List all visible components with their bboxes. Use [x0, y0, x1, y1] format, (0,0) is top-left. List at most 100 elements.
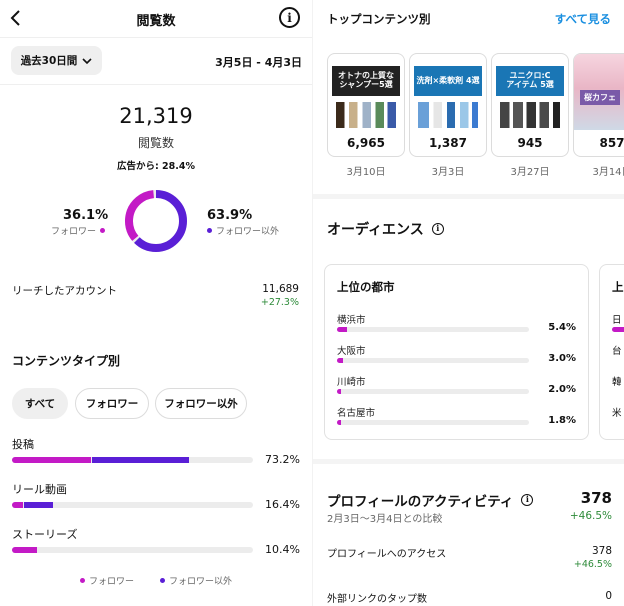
city-name: 大阪市 — [337, 346, 366, 357]
follower-dot — [100, 228, 106, 233]
country-bar — [612, 327, 624, 332]
info-icon: i — [287, 10, 292, 25]
total-views: 21,319 — [119, 104, 193, 128]
content-type-pct: 16.4% — [265, 498, 300, 511]
profile-row-value: 378 — [591, 545, 612, 557]
city-name: 名古屋市 — [337, 408, 376, 419]
city-pct: 5.4% — [548, 322, 576, 333]
reach-label: リーチしたアカウント — [12, 285, 117, 297]
city-name: 横浜市 — [337, 315, 366, 326]
filter-nonfollower[interactable]: フォロワー以外 — [155, 388, 247, 419]
thumb-banner: ユニクロ:C アイテム 5選 — [496, 66, 564, 96]
country-name: 日 — [612, 315, 622, 326]
back-button[interactable] — [6, 8, 26, 28]
nonfollower-dot — [207, 228, 212, 233]
city-name: 川崎市 — [337, 377, 366, 388]
thumb-date: 3月3日 — [431, 167, 465, 178]
follower-pct: 36.1% — [63, 208, 109, 223]
bar-segment-nonfollower — [92, 457, 190, 463]
views-panel: 閲覧数 i 過去30日間 3月5日 - 4月3日 21,319 閲覧数 広告から… — [0, 7, 312, 587]
profile-activity-value: 378 — [580, 489, 612, 507]
content-type-pct: 10.4% — [265, 543, 300, 556]
content-type-label: ストーリーズ — [12, 528, 78, 541]
section-divider — [313, 194, 624, 199]
divider — [0, 37, 312, 38]
divider — [0, 84, 312, 85]
thumb-product-image — [418, 102, 478, 128]
chevron-left-icon — [10, 10, 20, 26]
views-donut-chart — [125, 190, 187, 252]
info-icon[interactable]: i — [431, 223, 444, 235]
info-button[interactable]: i — [279, 7, 300, 28]
profile-compare-label: 2月3日～3月4日との比較 — [327, 514, 443, 525]
city-bar-fill — [337, 420, 341, 425]
city-pct: 2.0% — [548, 384, 576, 395]
thumb-count: 1,387 — [429, 136, 467, 150]
city-pct: 1.8% — [548, 415, 576, 426]
city-bar — [337, 420, 529, 425]
profile-row-value: 0 — [605, 590, 612, 602]
insights-panel: トップコンテンツ別 すべて見る オトナの上質な シャンプー5選 6,965 3月… — [312, 0, 624, 606]
profile-activity-change: +46.5% — [569, 510, 612, 522]
content-type-legend: フォロワー フォロワー以外 — [0, 574, 312, 587]
thumb-date: 3月10日 — [346, 167, 386, 178]
audience-title: オーディエンス i — [327, 219, 444, 239]
city-bar — [337, 389, 529, 394]
thumb-product-image — [336, 102, 396, 128]
legend-follower: フォロワー — [79, 574, 134, 587]
thumb-date: 3月14日 — [592, 167, 624, 178]
top-content-thumb-4[interactable]: 桜カフェ 857 — [573, 53, 624, 157]
section-divider — [313, 459, 624, 464]
period-selector-label: 過去30日間 — [20, 55, 78, 67]
city-pct: 3.0% — [548, 353, 576, 364]
top-cities-card: 上位の都市 横浜市 5.4% 大阪市 3.0% 川崎市 2.0% 名古屋市 1.8% — [324, 264, 589, 440]
top-countries-card: 上 日 台 韓 米 — [599, 264, 624, 440]
profile-activity-title: プロフィールのアクティビティ i — [327, 490, 534, 510]
thumb-count: 6,965 — [347, 136, 385, 150]
city-bar — [337, 358, 529, 363]
filter-follower[interactable]: フォロワー — [75, 388, 149, 419]
info-icon[interactable]: i — [521, 494, 534, 506]
thumb-count: 945 — [517, 136, 543, 150]
chevron-down-icon — [82, 57, 92, 64]
thumb-banner: 桜カフェ — [580, 90, 620, 105]
bar-segment-nonfollower — [23, 502, 53, 508]
city-bar — [337, 327, 529, 332]
city-bar-fill — [337, 327, 348, 332]
bar-segment-follower — [12, 457, 92, 463]
content-type-pct: 73.2% — [265, 453, 300, 466]
city-bar-fill — [337, 389, 341, 394]
profile-row-change: +46.5% — [573, 559, 612, 570]
ads-share: 広告から: 28.4% — [116, 161, 196, 172]
top-content-thumb-1[interactable]: オトナの上質な シャンプー5選 6,965 — [327, 53, 405, 157]
profile-row-label: プロフィールへのアクセス — [327, 549, 447, 560]
content-type-bar — [12, 502, 253, 508]
thumb-product-image — [500, 102, 560, 128]
filter-all[interactable]: すべて — [12, 388, 68, 419]
content-type-bar — [12, 547, 253, 553]
see-all-link[interactable]: すべて見る — [554, 12, 611, 26]
nonfollower-dot — [160, 578, 165, 583]
page-title: 閲覧数 — [136, 14, 176, 29]
thumb-banner: 洗剤×柔軟剤 4選 — [414, 66, 482, 96]
country-name: 台 — [612, 346, 622, 357]
content-type-title: コンテンツタイプ別 — [12, 354, 121, 368]
content-type-label: 投稿 — [12, 438, 34, 451]
donut-segment-follower — [125, 190, 187, 252]
period-selector[interactable]: 過去30日間 — [11, 46, 102, 75]
top-content-thumb-2[interactable]: 洗剤×柔軟剤 4選 1,387 — [409, 53, 487, 157]
top-content-thumb-3[interactable]: ユニクロ:C アイテム 5選 945 — [491, 53, 569, 157]
country-name: 韓 — [612, 377, 622, 388]
top-countries-title: 上 — [612, 280, 624, 294]
legend-nonfollower: フォロワー以外 — [160, 574, 232, 587]
country-name: 米 — [612, 408, 622, 419]
nonfollower-pct: 63.9% — [207, 208, 253, 223]
nonfollower-legend: フォロワー以外 — [207, 224, 279, 237]
follower-dot — [79, 578, 85, 583]
date-range: 3月5日 - 4月3日 — [215, 56, 302, 69]
thumb-date: 3月27日 — [510, 167, 550, 178]
bar-segment-follower — [12, 502, 23, 508]
bar-segment-follower — [12, 547, 38, 553]
thumb-banner: オトナの上質な シャンプー5選 — [332, 66, 400, 96]
profile-row-label: 外部リンクのタップ数 — [327, 594, 427, 605]
